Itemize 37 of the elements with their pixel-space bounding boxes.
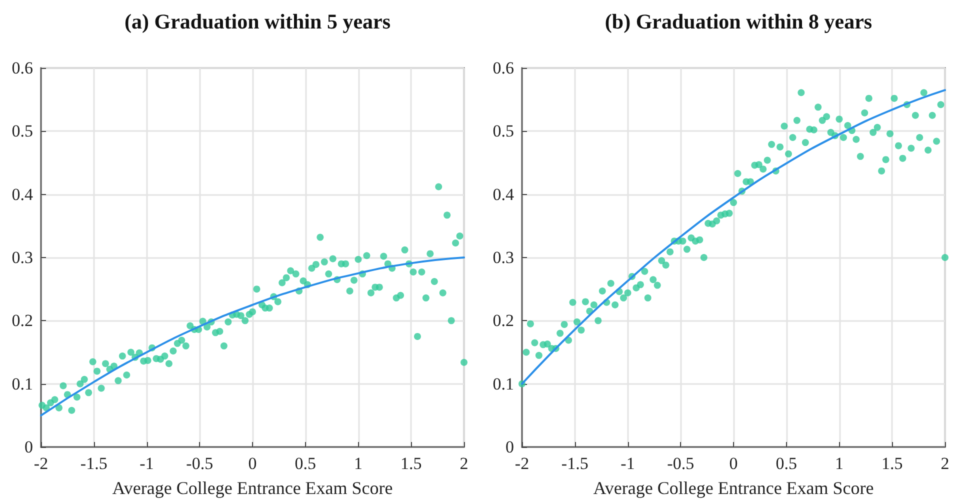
y-tick-label: 0.5 xyxy=(492,122,514,141)
x-tick-label: -1 xyxy=(620,454,635,473)
x-tick-label: -1.5 xyxy=(561,454,588,473)
x-tick-label: 0 xyxy=(248,454,257,473)
x-tick-label: -0.5 xyxy=(186,454,214,473)
x-tick-label: 1.5 xyxy=(400,454,422,473)
x-tick-label: 2 xyxy=(460,454,468,473)
y-tick-label: 0.6 xyxy=(492,58,514,78)
y-tick-label: 0.4 xyxy=(12,184,34,204)
y-tick-label: 0.1 xyxy=(12,374,33,394)
y-tick-label: 0.3 xyxy=(12,248,33,267)
x-tick-label: -2 xyxy=(34,454,48,473)
x-tick-label: 0.5 xyxy=(294,454,316,473)
x-tick-label: 1 xyxy=(835,454,844,473)
y-tick-label: 0.3 xyxy=(492,248,514,267)
x-tick-label: -1.5 xyxy=(80,454,108,473)
chart-title: (a) Graduation within 5 years xyxy=(124,10,391,34)
x-axis-title: Average College Entrance Exam Score xyxy=(112,478,393,498)
x-tick-label: -0.5 xyxy=(667,454,694,473)
x-tick-label: 0 xyxy=(729,454,738,473)
x-axis-title: Average College Entrance Exam Score xyxy=(593,478,874,498)
x-tick-label: -1 xyxy=(140,454,154,473)
y-tick-label: 0.2 xyxy=(492,311,514,330)
line-series xyxy=(40,256,465,416)
x-tick-label: 1.5 xyxy=(882,454,903,473)
y-tick-label: 0.1 xyxy=(492,374,514,394)
x-tick-label: 2 xyxy=(940,454,950,473)
y-tick-label: 0 xyxy=(506,438,514,456)
x-tick-label: 1 xyxy=(354,454,362,473)
x-tick-label: 0.5 xyxy=(776,454,797,473)
y-tick-label: 0 xyxy=(24,438,33,456)
chart-title: (b) Graduation within 8 years xyxy=(604,10,872,34)
y-tick-label: 0.6 xyxy=(12,58,33,78)
x-tick-label: -2 xyxy=(514,454,530,473)
y-tick-label: 0.2 xyxy=(12,311,33,330)
y-tick-label: 0.5 xyxy=(12,122,33,141)
y-tick-label: 0.4 xyxy=(492,184,514,204)
